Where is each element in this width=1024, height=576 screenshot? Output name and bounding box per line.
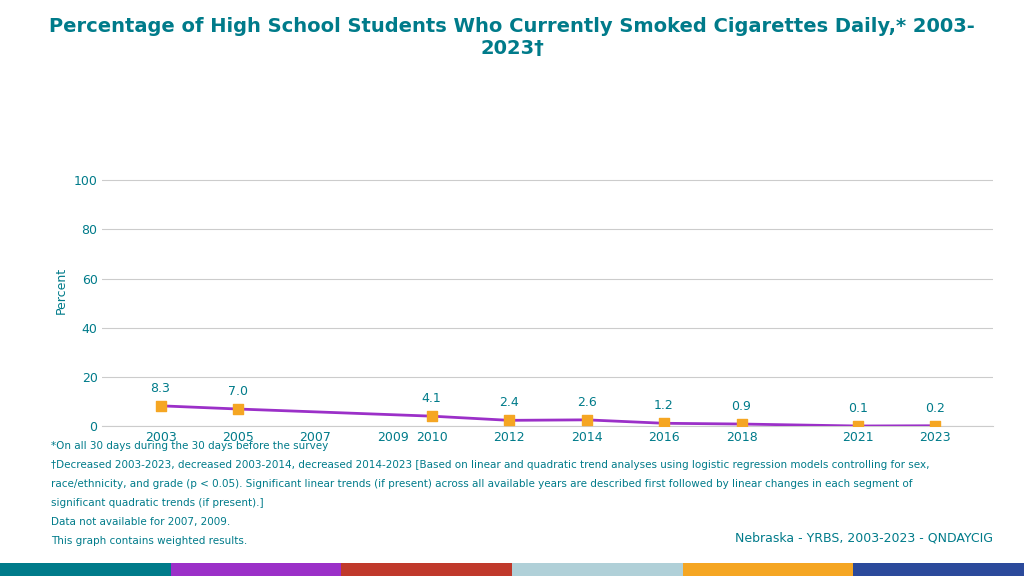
Point <box>927 421 943 430</box>
Text: 0.1: 0.1 <box>848 402 867 415</box>
Text: Percentage of High School Students Who Currently Smoked Cigarettes Daily,* 2003-: Percentage of High School Students Who C… <box>49 17 975 58</box>
Point <box>229 404 246 414</box>
Text: significant quadratic trends (if present).]: significant quadratic trends (if present… <box>51 498 264 507</box>
Text: †Decreased 2003-2023, decreased 2003-2014, decreased 2014-2023 [Based on linear : †Decreased 2003-2023, decreased 2003-201… <box>51 460 930 469</box>
Point <box>153 401 169 411</box>
Text: 2.4: 2.4 <box>500 396 519 409</box>
Text: This graph contains weighted results.: This graph contains weighted results. <box>51 536 248 545</box>
Text: 2.6: 2.6 <box>577 396 596 409</box>
Text: Nebraska - YRBS, 2003-2023 - QNDAYCIG: Nebraska - YRBS, 2003-2023 - QNDAYCIG <box>735 531 993 544</box>
Text: 1.2: 1.2 <box>654 399 674 412</box>
Point <box>850 422 866 431</box>
Text: Data not available for 2007, 2009.: Data not available for 2007, 2009. <box>51 517 230 526</box>
Text: race/ethnicity, and grade (p < 0.05). Significant linear trends (if present) acr: race/ethnicity, and grade (p < 0.05). Si… <box>51 479 912 488</box>
Text: 7.0: 7.0 <box>228 385 248 398</box>
Point <box>579 415 595 425</box>
Text: 8.3: 8.3 <box>151 382 170 395</box>
Text: 0.9: 0.9 <box>731 400 752 413</box>
Point <box>424 411 440 420</box>
Point <box>733 419 750 429</box>
Text: 4.1: 4.1 <box>422 392 441 405</box>
Y-axis label: Percent: Percent <box>55 267 69 314</box>
Text: *On all 30 days during the 30 days before the survey: *On all 30 days during the 30 days befor… <box>51 441 329 450</box>
Text: 0.2: 0.2 <box>926 401 945 415</box>
Point <box>501 416 517 425</box>
Point <box>655 419 672 428</box>
